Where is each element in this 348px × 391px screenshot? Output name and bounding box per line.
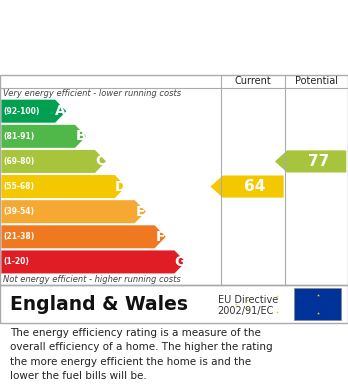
Text: G: G [174, 255, 186, 269]
Text: 64: 64 [244, 179, 266, 194]
Text: Very energy efficient - lower running costs: Very energy efficient - lower running co… [3, 89, 182, 98]
Text: (39-54): (39-54) [3, 207, 34, 216]
Text: (92-100): (92-100) [3, 107, 40, 116]
Text: C: C [95, 154, 106, 169]
Text: (1-20): (1-20) [3, 257, 29, 266]
Text: (81-91): (81-91) [3, 132, 35, 141]
Polygon shape [1, 225, 166, 248]
Polygon shape [1, 100, 66, 123]
Polygon shape [1, 125, 86, 148]
Polygon shape [1, 175, 126, 198]
Text: (69-80): (69-80) [3, 157, 35, 166]
Text: 2002/91/EC: 2002/91/EC [218, 306, 274, 316]
Polygon shape [1, 150, 106, 173]
Text: EU Directive: EU Directive [218, 294, 278, 305]
Text: The energy efficiency rating is a measure of the
overall efficiency of a home. T: The energy efficiency rating is a measur… [10, 328, 273, 381]
Text: England & Wales: England & Wales [10, 294, 188, 314]
Polygon shape [1, 250, 185, 273]
Text: (21-38): (21-38) [3, 232, 35, 241]
Bar [294, 289, 341, 319]
Text: F: F [156, 230, 165, 244]
Text: 77: 77 [308, 154, 329, 169]
Text: A: A [55, 104, 66, 118]
Polygon shape [1, 200, 146, 223]
Text: Energy Efficiency Rating: Energy Efficiency Rating [63, 52, 285, 67]
Text: D: D [114, 179, 126, 194]
Text: (55-68): (55-68) [3, 182, 34, 191]
Text: B: B [75, 129, 86, 143]
Text: Not energy efficient - higher running costs: Not energy efficient - higher running co… [3, 276, 181, 285]
Text: Current: Current [235, 76, 271, 86]
Text: E: E [135, 204, 145, 219]
Polygon shape [211, 176, 284, 197]
Polygon shape [275, 151, 346, 172]
Text: Potential: Potential [295, 76, 338, 86]
